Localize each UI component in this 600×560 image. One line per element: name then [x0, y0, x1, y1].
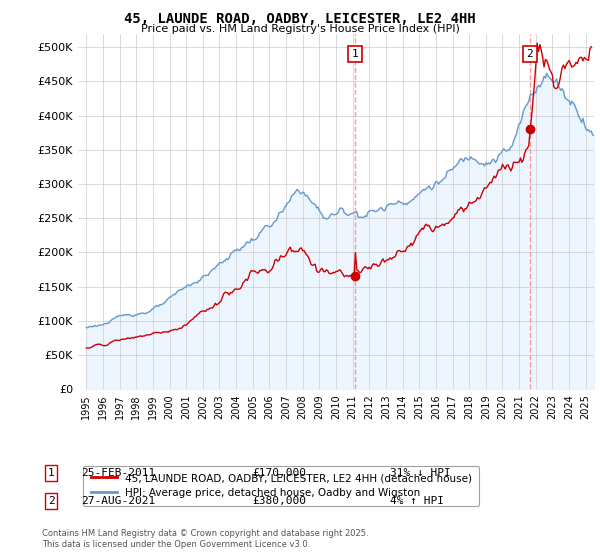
Text: £380,000: £380,000 [252, 496, 306, 506]
Text: 2: 2 [527, 49, 533, 59]
Text: 45, LAUNDE ROAD, OADBY, LEICESTER, LE2 4HH: 45, LAUNDE ROAD, OADBY, LEICESTER, LE2 4… [124, 12, 476, 26]
Text: 1: 1 [352, 49, 359, 59]
Text: 31% ↓ HPI: 31% ↓ HPI [390, 468, 451, 478]
Text: Contains HM Land Registry data © Crown copyright and database right 2025.
This d: Contains HM Land Registry data © Crown c… [42, 529, 368, 549]
Legend: 45, LAUNDE ROAD, OADBY, LEICESTER, LE2 4HH (detached house), HPI: Average price,: 45, LAUNDE ROAD, OADBY, LEICESTER, LE2 4… [83, 465, 479, 506]
Text: £170,000: £170,000 [252, 468, 306, 478]
Text: 27-AUG-2021: 27-AUG-2021 [81, 496, 155, 506]
Text: Price paid vs. HM Land Registry's House Price Index (HPI): Price paid vs. HM Land Registry's House … [140, 24, 460, 34]
Text: 1: 1 [47, 468, 55, 478]
Text: 2: 2 [47, 496, 55, 506]
Text: 4% ↑ HPI: 4% ↑ HPI [390, 496, 444, 506]
Text: 25-FEB-2011: 25-FEB-2011 [81, 468, 155, 478]
